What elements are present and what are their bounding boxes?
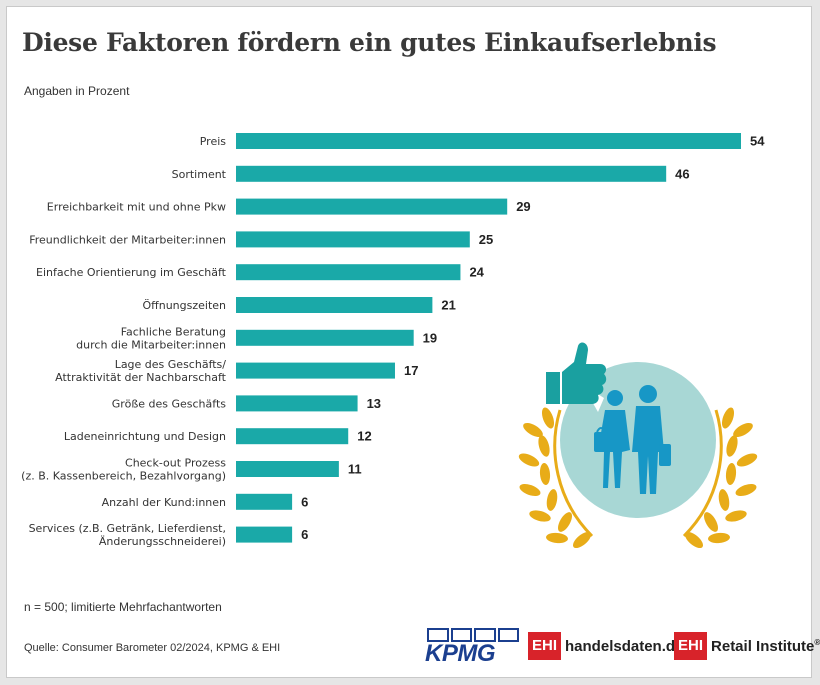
category-label: Ladeneinrichtung und Design (64, 430, 226, 443)
bars-layer: 54 Preis 46 Sortiment 29 Erreichbarkeit mit u… (21, 133, 765, 548)
category-label: Services (z.B. Getränk, Lieferdienst, (29, 522, 226, 535)
laurel-wreath-icon (518, 407, 758, 549)
category-label: Sortiment (172, 168, 227, 181)
value-label: 12 (357, 429, 371, 444)
category-label: Anzahl der Kund:innen (102, 496, 226, 509)
category-label: Check-out Prozess (125, 457, 226, 470)
category-label: Änderungsschneiderei) (99, 535, 226, 548)
value-label: 54 (750, 134, 765, 149)
category-label: Lage des Geschäfts/ (115, 358, 227, 371)
kpmg-logo-boxes (427, 628, 519, 642)
ehi-logo-box: EHI (674, 632, 708, 660)
value-label: 21 (441, 298, 455, 313)
category-label: Fachliche Beratung (121, 325, 226, 338)
ehi-retail-institute-logo: EHI Retail Institute® (674, 632, 820, 660)
kpmg-logo-text: KPMG (425, 640, 496, 667)
value-label: 19 (423, 330, 437, 345)
bar (236, 526, 293, 543)
category-label: Preis (200, 135, 227, 148)
value-label: 6 (301, 527, 308, 542)
chart-subtitle: Angaben in Prozent (24, 84, 130, 98)
sample-note: n = 500; limitierte Mehrfachantworten (24, 600, 222, 614)
bar (236, 428, 349, 445)
bar (236, 461, 339, 477)
category-label: Erreichbarkeit mit und ohne Pkw (47, 201, 226, 214)
value-label: 25 (479, 232, 493, 247)
chart-title: Diese Faktoren fördern ein gutes Einkauf… (22, 28, 717, 57)
bar (236, 362, 395, 379)
category-label: Größe des Geschäfts (112, 397, 226, 410)
registered-mark: ® (814, 637, 820, 647)
illustration (518, 342, 758, 549)
value-label: 24 (469, 265, 484, 280)
bar (236, 493, 293, 510)
value-label: 29 (516, 199, 530, 214)
bar (236, 395, 358, 412)
ehi-retail-institute-text: Retail Institute (711, 637, 815, 655)
bar (236, 133, 741, 149)
category-label: Freundlichkeit der Mitarbeiter:innen (29, 233, 226, 246)
bar (236, 297, 433, 313)
bar (236, 198, 508, 215)
value-label: 46 (675, 166, 689, 181)
thumbs-up-icon (546, 342, 607, 412)
value-label: 11 (348, 462, 362, 477)
ehi-logo-text: handelsdaten.de (565, 637, 684, 655)
value-label: 17 (404, 363, 418, 378)
source-note: Quelle: Consumer Barometer 02/2024, KPMG… (24, 642, 281, 654)
shoppers-icon (594, 385, 671, 494)
ehi-logo-text: Retail Institute® (711, 638, 820, 655)
kpmg-logo: KPMG (425, 628, 521, 667)
category-label: durch die Mitarbeiter:innen (76, 338, 226, 351)
bar (236, 264, 461, 281)
ehi-logo-box: EHI (528, 632, 562, 660)
value-label: 6 (301, 494, 308, 509)
category-label: Einfache Orientierung im Geschäft (36, 266, 227, 279)
bar (236, 231, 470, 248)
category-label: Attraktivität der Nachbarschaft (55, 371, 227, 384)
category-label: Öffnungszeiten (142, 299, 226, 312)
bar (236, 329, 414, 346)
value-label: 13 (367, 396, 381, 411)
bar (236, 165, 667, 182)
ehi-handelsdaten-logo: EHI handelsdaten.de (528, 632, 683, 660)
category-label: (z. B. Kassenbereich, Bezahlvorgang) (21, 470, 226, 483)
